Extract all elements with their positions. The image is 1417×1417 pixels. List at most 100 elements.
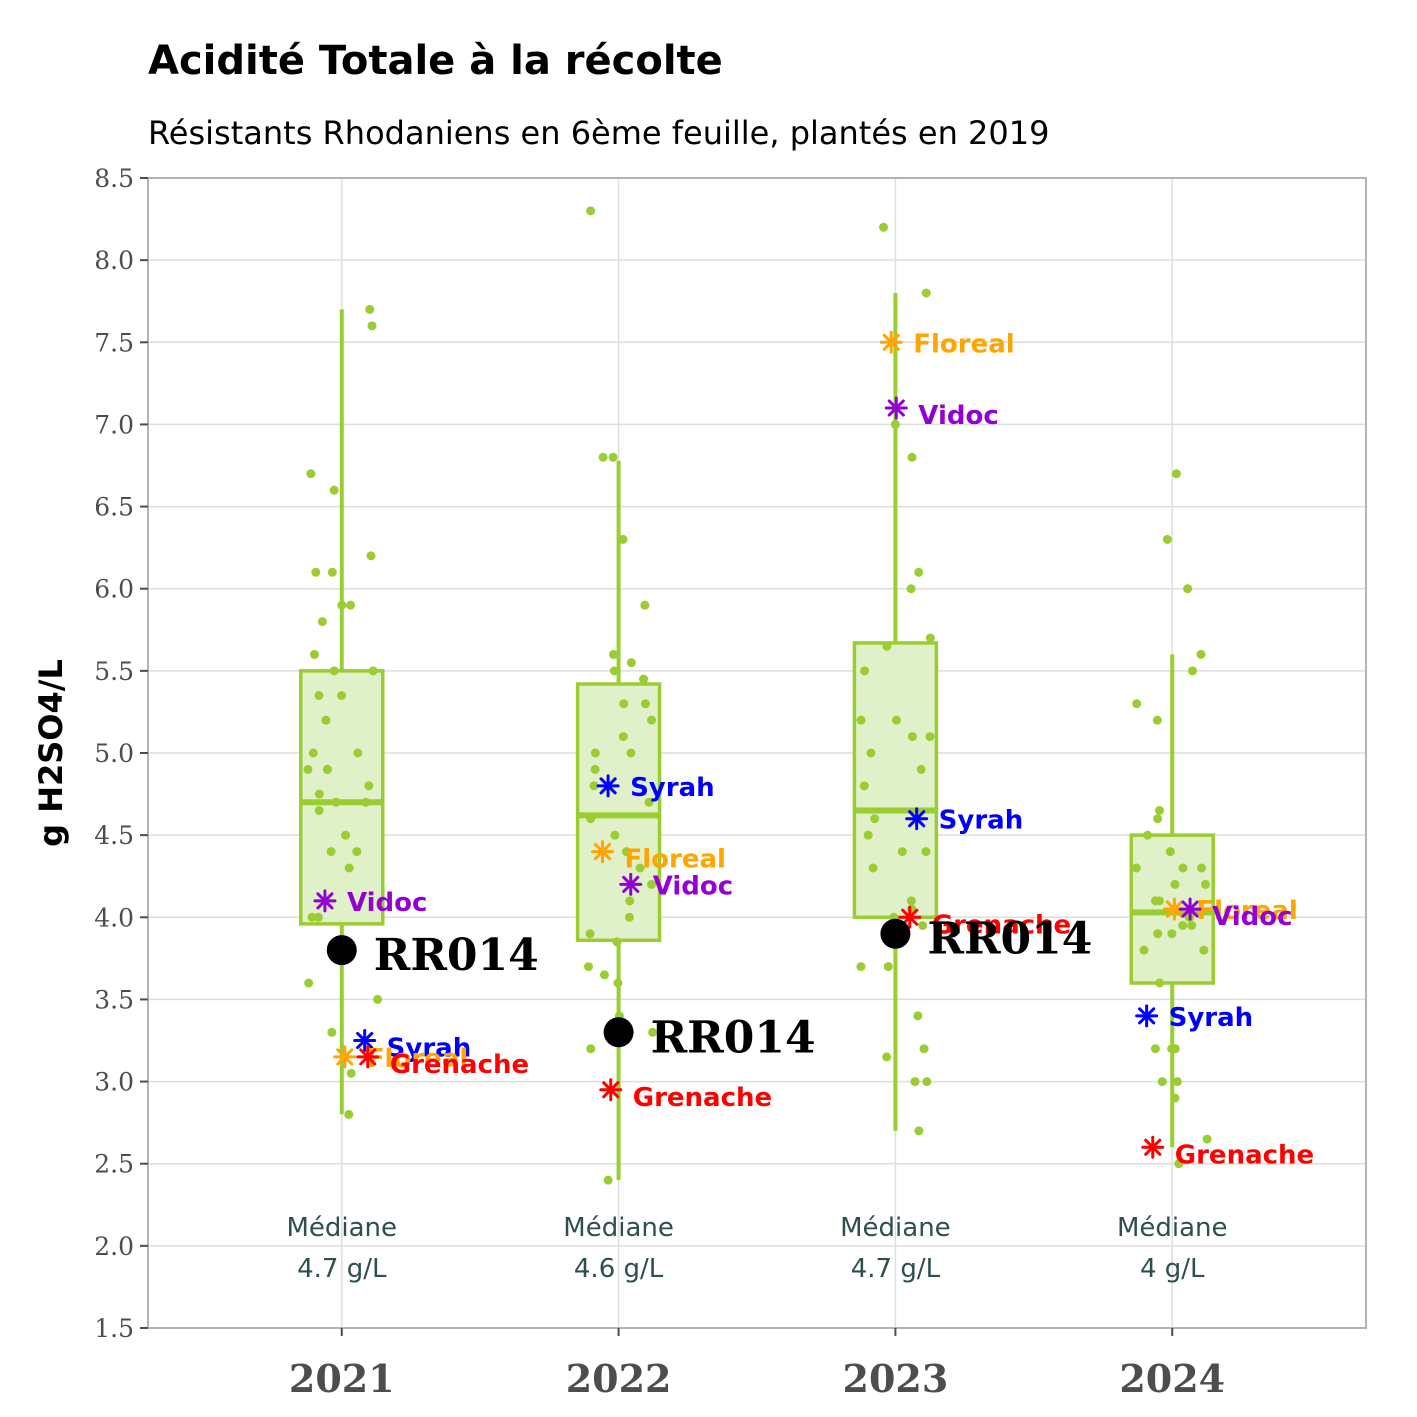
data-point (1132, 699, 1142, 709)
focus-label: RR014 (927, 914, 1092, 965)
ref-star-syrah (1135, 1004, 1159, 1028)
data-point (1170, 879, 1180, 889)
x-tick-label: 2022 (566, 1356, 672, 1401)
data-point (367, 321, 377, 331)
median-value: 4.7 g/L (851, 1254, 941, 1284)
data-point (919, 1044, 929, 1054)
y-tick-label: 7.0 (94, 410, 134, 439)
chart-title: Acidité Totale à la récolte (148, 38, 723, 84)
data-point (618, 534, 628, 544)
data-point (314, 806, 324, 815)
box-iqr (852, 641, 939, 920)
focus-point (880, 918, 911, 949)
data-point (311, 567, 321, 577)
data-point (307, 912, 317, 922)
y-tick-label: 3.5 (94, 985, 134, 1014)
ref-label-vidoc: Vidoc (347, 888, 427, 918)
data-point (590, 748, 600, 758)
median-label: Médiane (286, 1213, 397, 1243)
y-tick-label: 8.5 (94, 164, 134, 193)
y-tick-label: 2.5 (94, 1150, 134, 1179)
y-tick-label: 5.5 (94, 657, 134, 686)
ref-label-grenache: Grenache (390, 1050, 529, 1080)
data-point (353, 748, 363, 758)
data-point (329, 666, 339, 676)
ref-star-floreal (590, 840, 614, 864)
y-tick-label: 4.5 (94, 821, 134, 850)
data-point (644, 797, 654, 807)
data-point (346, 600, 356, 610)
ref-label-syrah: Syrah (1169, 1003, 1254, 1033)
y-tick-label: 8.0 (94, 246, 134, 275)
data-point (599, 970, 609, 980)
ref-star-vidoc (1178, 897, 1202, 921)
ref-label-vidoc: Vidoc (653, 871, 733, 901)
data-point (612, 937, 622, 947)
ref-star-floreal (333, 1045, 357, 1069)
data-point (309, 649, 319, 659)
data-point (868, 863, 878, 873)
data-point (361, 797, 371, 807)
data-point (610, 830, 620, 840)
data-point (598, 452, 608, 462)
data-point (1170, 1093, 1180, 1103)
x-axis-ticks: 2021 2022 2023 2024 (289, 1328, 1225, 1401)
data-point (1167, 929, 1177, 939)
ref-star-vidoc (619, 872, 643, 896)
data-point (914, 1126, 924, 1136)
data-point (321, 715, 331, 725)
y-tick-label: 4.0 (94, 903, 134, 932)
data-point (639, 674, 649, 684)
data-point (626, 658, 636, 668)
focus-label: RR014 (651, 1012, 816, 1063)
data-point (608, 452, 618, 462)
ref-star-grenache (1141, 1135, 1165, 1159)
data-point (1187, 921, 1197, 930)
data-point (590, 764, 600, 774)
data-point (1196, 649, 1206, 659)
median-annotations: Médiane 4.7 g/L Médiane 4.6 g/L Médiane 4.7 g… (286, 1213, 1227, 1284)
data-point (586, 206, 596, 216)
data-point (921, 288, 931, 298)
data-point (586, 814, 596, 824)
data-point (925, 732, 935, 742)
data-point (603, 1175, 613, 1185)
data-point (897, 847, 907, 857)
data-point (918, 921, 928, 930)
ref-label-grenache: Grenache (633, 1083, 772, 1113)
data-point (913, 1011, 923, 1021)
data-point (585, 929, 595, 939)
data-point (640, 600, 650, 610)
y-tick-label: 2.0 (94, 1232, 134, 1261)
data-point (314, 789, 324, 799)
ref-star-syrah (905, 807, 929, 831)
box-2021 (299, 309, 385, 1115)
data-point (1188, 666, 1198, 676)
box-iqr (575, 682, 662, 943)
data-point (922, 1077, 932, 1087)
ref-label-floreal: Floreal (624, 845, 725, 875)
data-point (624, 912, 634, 922)
data-point (326, 847, 336, 857)
ref-label-syrah: Syrah (387, 1034, 472, 1064)
data-point (856, 962, 866, 972)
focus-label: RR014 (374, 930, 539, 981)
data-point (618, 732, 628, 742)
data-point (856, 715, 866, 725)
data-point (863, 830, 873, 840)
data-point (882, 1052, 892, 1062)
ref-label-floreal: Floreal (367, 1044, 468, 1074)
data-point (1155, 978, 1165, 988)
data-point (891, 715, 901, 725)
data-point (586, 1044, 596, 1054)
ref-star-vidoc (884, 396, 908, 420)
median-label: Médiane (840, 1213, 951, 1243)
data-point (1162, 534, 1172, 544)
data-point (341, 830, 351, 840)
data-point (910, 1077, 920, 1087)
data-point (373, 994, 383, 1004)
data-point (583, 962, 593, 972)
ref-star-grenache (599, 1078, 623, 1102)
data-point (1174, 1159, 1184, 1169)
box-2022 (575, 460, 662, 1181)
